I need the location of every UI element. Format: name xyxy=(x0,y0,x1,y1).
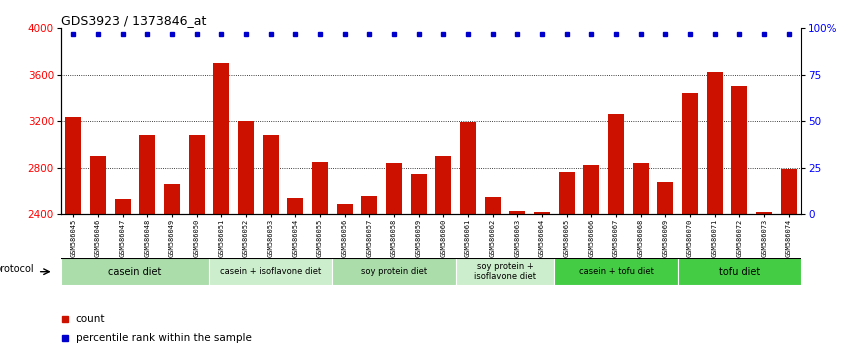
Text: tofu diet: tofu diet xyxy=(719,267,760,277)
Bar xyxy=(584,165,600,354)
Bar xyxy=(657,182,673,354)
Bar xyxy=(238,121,254,354)
Bar xyxy=(608,114,624,354)
Bar xyxy=(213,63,229,354)
Bar xyxy=(312,162,328,354)
Bar xyxy=(209,258,332,285)
Bar xyxy=(337,204,353,354)
Bar xyxy=(534,212,550,354)
Text: casein + isoflavone diet: casein + isoflavone diet xyxy=(220,267,321,276)
Bar xyxy=(164,184,180,354)
Text: casein + tofu diet: casein + tofu diet xyxy=(579,267,654,276)
Text: count: count xyxy=(76,314,105,324)
Bar xyxy=(558,172,574,354)
Text: percentile rank within the sample: percentile rank within the sample xyxy=(76,332,251,343)
Bar xyxy=(706,73,722,354)
Bar xyxy=(140,135,156,354)
Bar xyxy=(332,258,456,285)
Bar xyxy=(262,135,278,354)
Bar xyxy=(732,86,748,354)
Bar xyxy=(756,212,772,354)
Bar xyxy=(90,156,106,354)
Bar xyxy=(485,197,501,354)
Bar xyxy=(456,258,554,285)
Bar xyxy=(386,163,402,354)
Bar xyxy=(114,199,130,354)
Bar xyxy=(436,156,452,354)
Bar xyxy=(460,122,476,354)
Bar xyxy=(361,195,377,354)
Bar xyxy=(554,258,678,285)
Bar xyxy=(678,258,801,285)
Text: soy protein +
isoflavone diet: soy protein + isoflavone diet xyxy=(474,262,536,281)
Bar xyxy=(781,169,797,354)
Bar xyxy=(410,173,426,354)
Bar xyxy=(288,198,304,354)
Bar xyxy=(189,135,205,354)
Bar xyxy=(61,258,209,285)
Bar xyxy=(633,163,649,354)
Text: protocol: protocol xyxy=(0,264,34,274)
Bar xyxy=(682,93,698,354)
Bar xyxy=(65,116,81,354)
Text: GDS3923 / 1373846_at: GDS3923 / 1373846_at xyxy=(61,14,206,27)
Text: casein diet: casein diet xyxy=(108,267,162,277)
Bar xyxy=(509,211,525,354)
Text: soy protein diet: soy protein diet xyxy=(361,267,427,276)
